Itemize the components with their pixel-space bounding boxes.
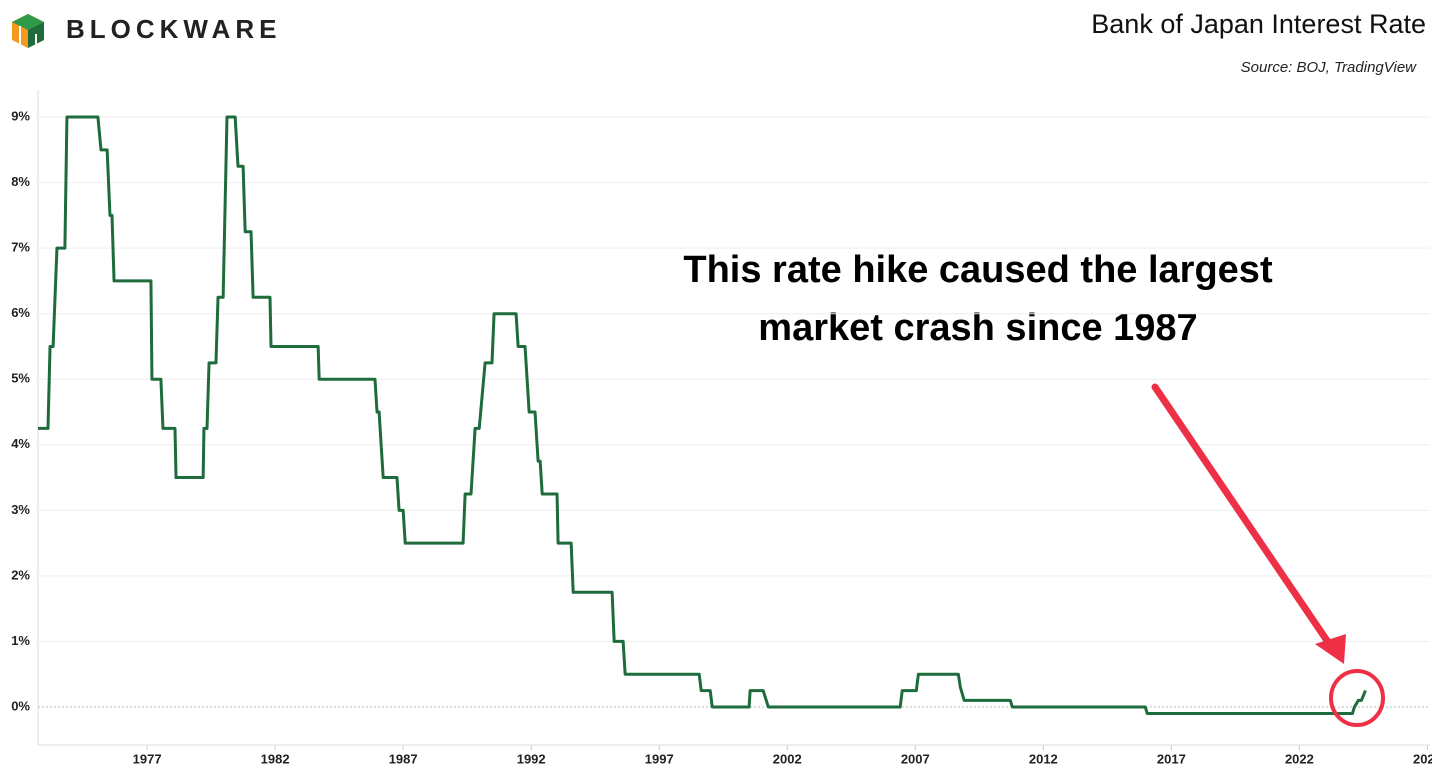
x-tick-label: 2017: [1157, 751, 1186, 766]
line-series: [38, 115, 1367, 716]
y-tick-label: 7%: [11, 240, 30, 255]
x-tick-label: 2002: [773, 751, 802, 766]
x-tick-label: 1977: [133, 751, 162, 766]
x-tick-label: 2027: [1413, 751, 1432, 766]
y-tick-label: 8%: [11, 174, 30, 189]
x-tick-label: 1982: [261, 751, 290, 766]
x-tick-label: 1987: [389, 751, 418, 766]
callout: [1151, 383, 1385, 727]
y-tick-label: 4%: [11, 436, 30, 451]
logo-icon: [12, 14, 44, 48]
plot: 0% 1% 2% 3% 4% 5% 6% 7% 8% 9% 1977 1982 1987 1992 1997…: [11, 90, 1432, 766]
x-tick-label: 2007: [901, 751, 930, 766]
y-tick-label: 5%: [11, 371, 30, 386]
subtitle: Source: BOJ, TradingView: [1241, 59, 1418, 76]
y-tick-label: 3%: [11, 502, 30, 517]
brand: BLOCKWARE: [66, 14, 281, 44]
x-tick-label: 1992: [517, 751, 546, 766]
x-tick-label: 2012: [1029, 751, 1058, 766]
y-tick-label: 6%: [11, 305, 30, 320]
y-tick-label: 1%: [11, 633, 30, 648]
y-tick-label: 2%: [11, 567, 30, 582]
y-tick-label: 9%: [11, 108, 30, 123]
annotation: This rate hike caused the largest: [683, 249, 1273, 291]
chart-title: Bank of Japan Interest Rate: [1091, 9, 1426, 39]
x-tick-label: 1997: [645, 751, 674, 766]
x-tick-label: 2022: [1285, 751, 1314, 766]
y-tick-label: 0%: [11, 698, 30, 713]
